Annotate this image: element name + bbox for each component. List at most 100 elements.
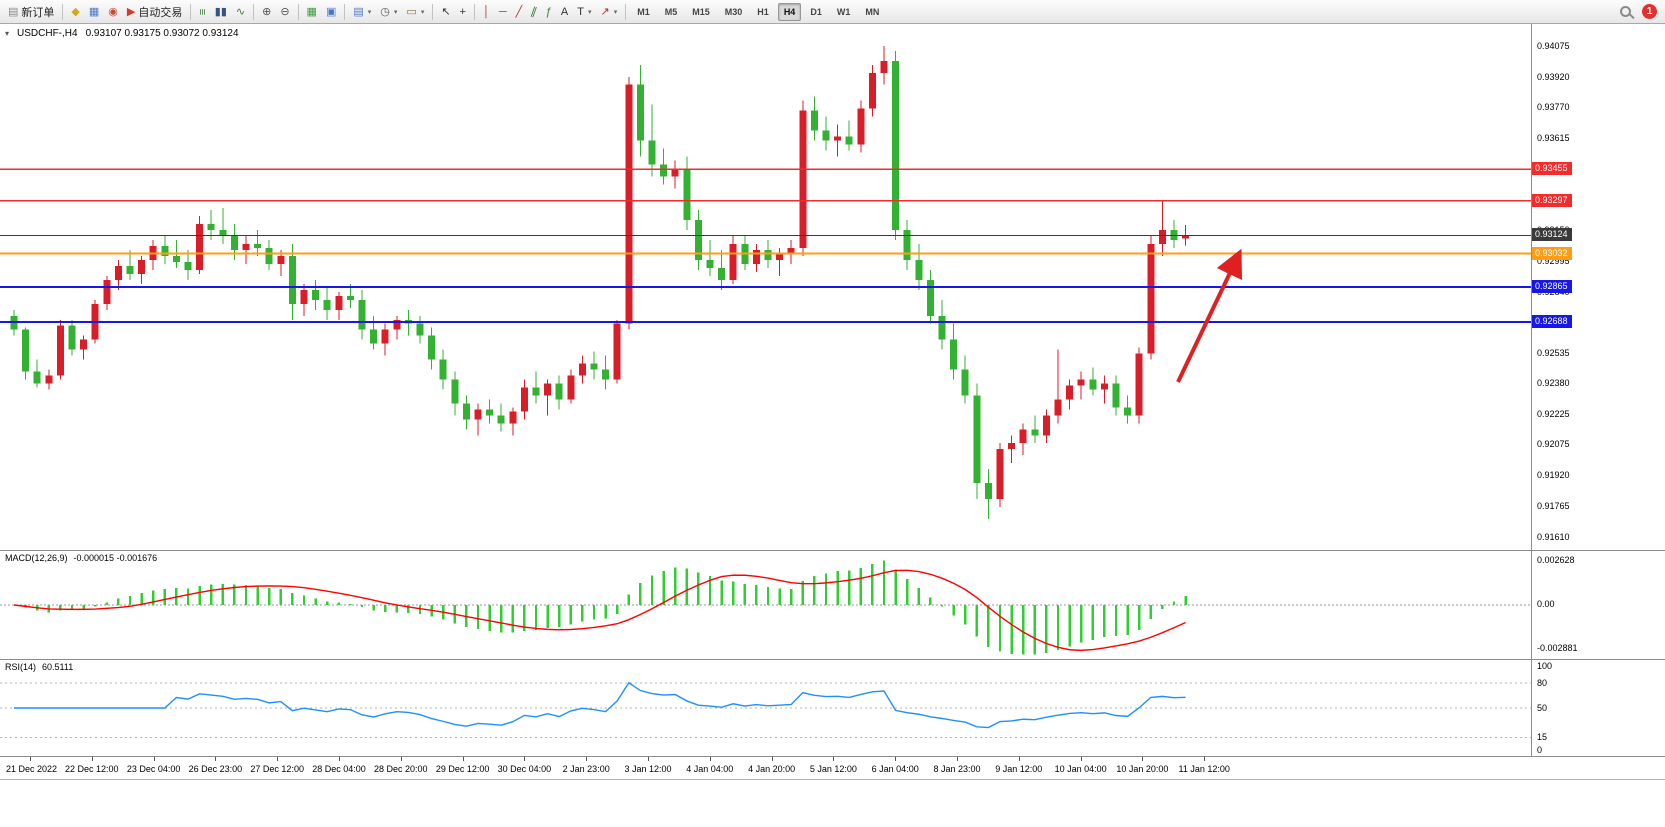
templates-button[interactable]: ▭ ▾ bbox=[402, 4, 428, 20]
candle bbox=[138, 260, 146, 274]
rsi-plot[interactable]: RSI(14) 60.5111 bbox=[0, 660, 1531, 756]
time-label: 4 Jan 04:00 bbox=[686, 764, 734, 774]
crosshair-icon: + bbox=[459, 5, 466, 18]
new-order-button[interactable]: ▤ 新订单 bbox=[4, 2, 58, 22]
candle bbox=[1019, 429, 1027, 444]
candle bbox=[207, 224, 215, 231]
search-icon[interactable] bbox=[1620, 6, 1631, 17]
new-chart-button[interactable]: ▤ ▾ bbox=[349, 4, 375, 20]
timeframe-m1[interactable]: M1 bbox=[637, 6, 650, 17]
candle bbox=[1089, 379, 1097, 390]
bar-chart-button[interactable]: ≡ bbox=[195, 4, 209, 20]
price-tick: 0.93770 bbox=[1537, 101, 1570, 112]
candle bbox=[613, 323, 621, 380]
timeframe-d1[interactable]: D1 bbox=[810, 6, 822, 17]
line-chart-button[interactable]: ∿ bbox=[232, 4, 249, 20]
candle bbox=[648, 140, 656, 165]
rsi-indicator-name: RSI(14) bbox=[5, 662, 37, 672]
candle bbox=[428, 335, 436, 360]
candle bbox=[196, 224, 204, 270]
trendline-button[interactable]: ╱ bbox=[512, 4, 527, 20]
candle bbox=[45, 375, 53, 384]
candle bbox=[335, 295, 343, 310]
time-tick bbox=[895, 757, 897, 761]
shapes-button[interactable]: ↗ ▾ bbox=[597, 4, 622, 20]
notification-badge[interactable]: 1 bbox=[1642, 4, 1657, 19]
macd-plot[interactable]: MACD(12,26,9) -0.000015 -0.001676 bbox=[0, 551, 1531, 659]
timeframe-m15[interactable]: M15 bbox=[692, 6, 710, 17]
crosshair-button[interactable]: + bbox=[456, 4, 470, 20]
chevron-down-icon: ▾ bbox=[367, 8, 372, 16]
candle bbox=[346, 295, 354, 300]
zoom-out-icon: ⊖ bbox=[280, 5, 290, 18]
candle bbox=[752, 250, 760, 264]
price-plot[interactable]: ▾ USDCHF-,H4 0.93107 0.93175 0.93072 0.9… bbox=[0, 24, 1531, 550]
macd-axis-label: 0.00 bbox=[1537, 599, 1555, 609]
price-tick: 0.92995 bbox=[1537, 256, 1570, 266]
bottom-margin bbox=[0, 780, 1665, 827]
timeframe-mn[interactable]: MN bbox=[865, 6, 880, 17]
candle bbox=[1042, 415, 1050, 436]
zoom-out-button[interactable]: ⊖ bbox=[276, 4, 293, 20]
time-tick bbox=[1018, 757, 1020, 761]
alerts-button[interactable]: ◉ bbox=[104, 4, 122, 20]
text-button[interactable]: A bbox=[557, 4, 572, 20]
time-tick bbox=[400, 757, 402, 761]
candle bbox=[694, 220, 702, 261]
toolbar-separator bbox=[253, 3, 255, 20]
candle bbox=[857, 108, 865, 145]
bid-price-line-badge: 0.93124 bbox=[1532, 228, 1572, 242]
toolbar-separator bbox=[344, 3, 346, 20]
timeframe-m5[interactable]: M5 bbox=[664, 6, 678, 17]
macd-axis-label: 0.002628 bbox=[1537, 555, 1575, 565]
timeframe-m30[interactable]: M30 bbox=[724, 6, 743, 17]
toolbar-separator bbox=[432, 3, 434, 20]
auto-trading-button[interactable]: ▶ 自动交易 bbox=[123, 2, 186, 22]
time-label: 27 Dec 12:00 bbox=[250, 764, 304, 774]
timeframe-h4[interactable]: H4 bbox=[777, 2, 802, 21]
candle bbox=[300, 289, 308, 304]
arrow-annotation[interactable] bbox=[1176, 248, 1243, 383]
chart-menu-icon[interactable]: ▾ bbox=[5, 29, 10, 38]
macd-axis-label: -0.002881 bbox=[1537, 643, 1578, 653]
candle bbox=[868, 72, 876, 109]
price-tick: 0.91610 bbox=[1537, 531, 1570, 542]
candle bbox=[242, 244, 250, 251]
time-label: 10 Jan 20:00 bbox=[1116, 764, 1169, 774]
tile-windows-button[interactable]: ▦ bbox=[303, 4, 321, 20]
favorites-button[interactable]: ◆ bbox=[67, 4, 83, 20]
channel-button[interactable]: ∥ bbox=[527, 4, 541, 20]
label-button[interactable]: T ▾ bbox=[573, 4, 595, 20]
candle bbox=[474, 409, 482, 420]
time-tick bbox=[1080, 757, 1082, 761]
market-watch-button[interactable]: ▦ bbox=[85, 4, 103, 20]
macd-axis: 0.002628 0.00 -0.002881 bbox=[1531, 551, 1665, 659]
candle bbox=[822, 130, 830, 141]
candle bbox=[520, 387, 528, 412]
cursor-button[interactable]: ↖ bbox=[437, 4, 454, 20]
time-tick bbox=[30, 757, 31, 761]
timeframe-w1[interactable]: W1 bbox=[836, 6, 851, 17]
candle bbox=[33, 371, 41, 384]
time-label: 8 Jan 23:00 bbox=[933, 764, 981, 774]
candle bbox=[787, 248, 795, 255]
macd-signal-line bbox=[13, 569, 1186, 652]
candle bbox=[892, 60, 900, 231]
arrange-windows-button[interactable]: ▣ bbox=[322, 4, 340, 20]
candlestick-chart-button[interactable]: ▮▮ bbox=[211, 4, 231, 20]
candle bbox=[926, 279, 934, 316]
timeframe-h1[interactable]: H1 bbox=[757, 6, 769, 17]
fibonacci-button[interactable]: ƒ bbox=[542, 4, 556, 20]
vertical-line-button[interactable]: │ bbox=[479, 4, 494, 20]
profiles-button[interactable]: ◷ ▾ bbox=[376, 4, 401, 20]
time-tick bbox=[462, 757, 464, 761]
candle bbox=[1182, 235, 1190, 239]
candle bbox=[393, 319, 401, 330]
candle bbox=[636, 84, 644, 141]
time-tick bbox=[277, 757, 279, 761]
zoom-in-button[interactable]: ⊕ bbox=[258, 4, 275, 20]
auto-trading-button-label: 自动交易 bbox=[138, 6, 183, 19]
macd-indicator-name: MACD(12,26,9) bbox=[5, 553, 68, 563]
horizontal-line-button[interactable]: ─ bbox=[495, 4, 511, 20]
rsi-panel: RSI(14) 60.5111 100 80 50 15 0 bbox=[0, 660, 1665, 757]
